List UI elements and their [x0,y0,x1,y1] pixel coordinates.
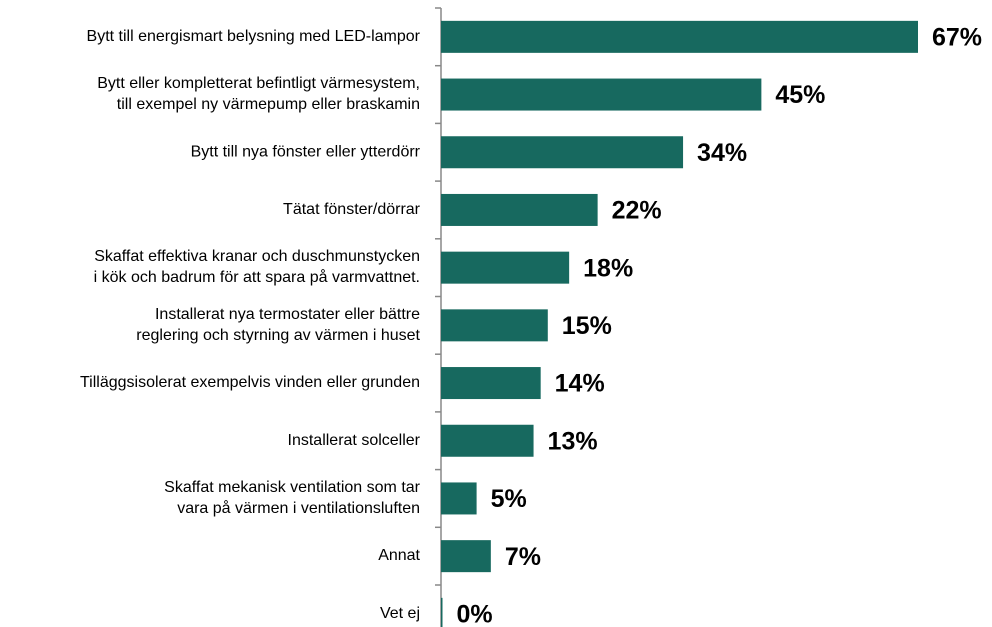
value-label: 22% [612,197,662,225]
value-label: 5% [491,485,527,513]
value-label: 34% [697,139,747,167]
category-label-line: Installerat solceller [288,432,421,449]
value-label: 13% [548,427,598,455]
bar [441,367,541,400]
category-label: Installerat nya termostater eller bättre… [136,306,420,344]
category-label: Skaffat effektiva kranar och duschmunsty… [94,248,420,286]
bar [441,193,598,226]
bar [441,20,918,53]
category-label: Bytt eller kompletterat befintligt värme… [97,75,420,113]
category-label-line: till exempel ny värmepump eller braskami… [117,96,420,113]
value-label: 15% [562,312,612,340]
category-label-line: Skaffat mekanisk ventilation som tar [164,479,420,496]
category-label-line: Bytt eller kompletterat befintligt värme… [97,75,420,92]
bar [441,251,570,284]
category-label-line: Tilläggsisolerat exempelvis vinden eller… [80,374,420,391]
category-label: Annat [378,547,420,564]
bar [441,309,548,342]
value-label: 67% [932,23,982,51]
bar [441,482,477,515]
category-label-line: i kök och badrum för att spara på varmva… [94,268,420,286]
category-label: Bytt till energismart belysning med LED-… [87,28,421,45]
bar [441,78,762,111]
category-label-line: vara på värmen i ventilationsluften [177,499,420,517]
category-label-line: Annat [378,547,420,564]
bar [441,540,491,573]
category-label-line: Installerat nya termostater eller bättre [155,306,420,323]
category-label-line: Bytt till nya fönster eller ytterdörr [191,143,421,160]
category-label-line: Skaffat effektiva kranar och duschmunsty… [94,248,420,265]
bar [441,136,684,169]
bar [441,597,443,627]
category-label-line: Tätat fönster/dörrar [283,201,421,218]
value-label: 45% [775,81,825,109]
category-label-line: Bytt till energismart belysning med LED-… [87,28,421,45]
category-label-line: reglering och styrning av värmen i huset [136,327,420,344]
category-label: Tilläggsisolerat exempelvis vinden eller… [80,374,420,391]
category-label: Installerat solceller [288,432,421,449]
category-label: Bytt till nya fönster eller ytterdörr [191,143,421,160]
category-label: Vet ej [380,605,420,622]
category-label-line: Vet ej [380,605,420,622]
category-label: Skaffat mekanisk ventilation som tar vara… [164,479,420,517]
bar [441,424,534,457]
value-label: 7% [505,543,541,571]
value-label: 0% [457,600,493,627]
value-label: 14% [555,370,605,398]
value-label: 18% [583,254,633,282]
category-label: Tätat fönster/dörrar [283,201,421,218]
